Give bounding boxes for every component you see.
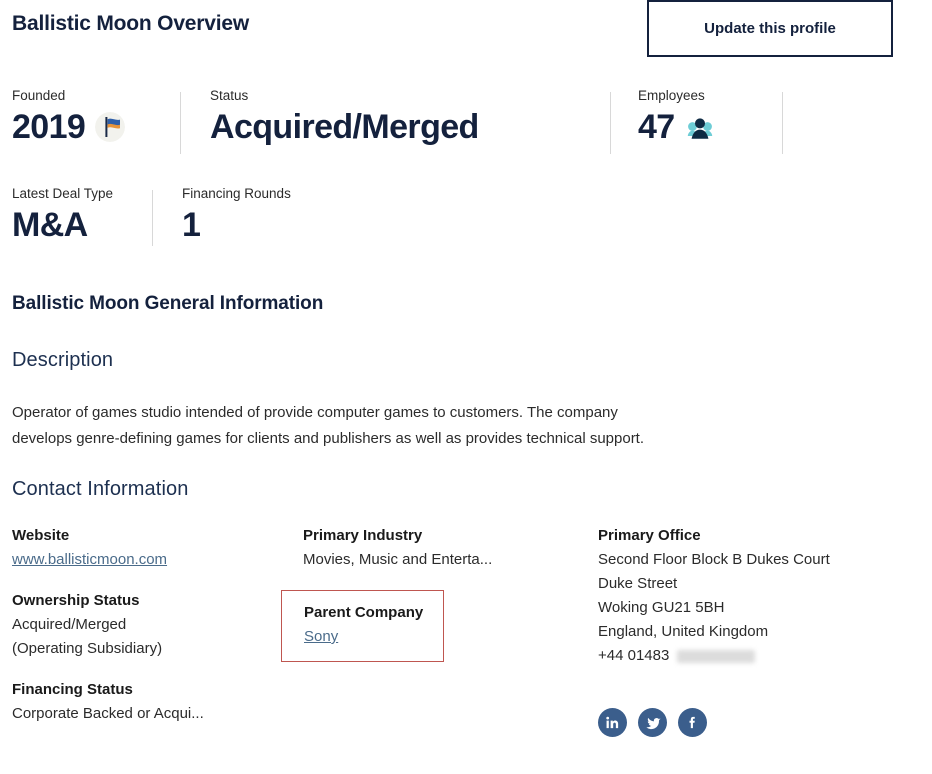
description-line-1: Operator of games studio intended of pro… bbox=[12, 404, 618, 421]
stat-divider bbox=[782, 92, 783, 154]
facebook-icon[interactable] bbox=[678, 708, 707, 737]
stat-founded: Founded 2019 bbox=[12, 88, 126, 148]
field-label: Primary Industry bbox=[303, 527, 423, 544]
flag-icon bbox=[95, 112, 126, 142]
update-this-profile-button[interactable]: Update this profile bbox=[647, 0, 893, 57]
stats-row-primary: Founded 2019 Status Acquired/Merged Empl… bbox=[0, 88, 932, 160]
phone-prefix: +44 01483 bbox=[598, 647, 670, 664]
stat-label: Financing Rounds bbox=[182, 186, 291, 201]
contact-column-3: Primary Office Second Floor Block B Duke… bbox=[598, 524, 908, 685]
field-label: Financing Status bbox=[12, 681, 133, 698]
stat-label: Founded bbox=[12, 88, 66, 103]
stat-value: 1 bbox=[182, 206, 201, 244]
stat-divider bbox=[610, 92, 611, 154]
twitter-icon[interactable] bbox=[638, 708, 667, 737]
field-value: Corporate Backed or Acqui... bbox=[12, 705, 204, 722]
stats-row-secondary: Latest Deal Type M&A Financing Rounds 1 bbox=[0, 186, 932, 252]
page-title: Ballistic Moon Overview bbox=[12, 12, 249, 35]
phone-redacted-block bbox=[676, 649, 755, 663]
stat-latest-deal-type: Latest Deal Type M&A bbox=[12, 186, 113, 246]
field-label: Website bbox=[12, 527, 70, 544]
field-value: England, United Kingdom bbox=[598, 623, 769, 640]
stat-value: M&A bbox=[12, 206, 88, 244]
field-phone: +44 01483 bbox=[598, 644, 908, 668]
field-label: Primary Office bbox=[598, 527, 701, 544]
field-ownership-status: Ownership Status Acquired/Merged (Operat… bbox=[12, 589, 282, 661]
field-value: Duke Street bbox=[598, 575, 678, 592]
general-information-title: Ballistic Moon General Information bbox=[12, 293, 324, 314]
field-value: Acquired/Merged bbox=[12, 616, 127, 633]
stat-value: 2019 bbox=[12, 108, 86, 146]
stat-divider bbox=[152, 190, 153, 246]
field-primary-industry: Primary Industry Movies, Music and Enter… bbox=[303, 524, 583, 572]
parent-company-link[interactable]: Sony bbox=[304, 628, 339, 645]
field-value: Woking GU21 5BH bbox=[598, 599, 725, 616]
description-heading: Description bbox=[12, 349, 114, 371]
field-label: Parent Company bbox=[304, 604, 424, 621]
stat-label: Latest Deal Type bbox=[12, 186, 114, 201]
employees-icon bbox=[684, 112, 715, 142]
field-website: Website www.ballisticmoon.com bbox=[12, 524, 282, 572]
stat-value: 47 bbox=[638, 108, 675, 146]
stat-status: Status Acquired/Merged bbox=[210, 88, 479, 148]
field-value: Movies, Music and Enterta... bbox=[303, 551, 493, 568]
field-primary-office: Primary Office Second Floor Block B Duke… bbox=[598, 524, 908, 668]
stat-financing-rounds: Financing Rounds 1 bbox=[182, 186, 291, 246]
facebook-glyph bbox=[689, 716, 695, 729]
linkedin-icon[interactable] bbox=[598, 708, 627, 737]
twitter-glyph bbox=[645, 717, 660, 729]
contact-column-1: Website www.ballisticmoon.com Ownership … bbox=[12, 524, 282, 743]
description-line-2: develops genre-defining games for client… bbox=[12, 430, 645, 447]
stat-value: Acquired/Merged bbox=[210, 108, 479, 146]
social-links bbox=[598, 708, 707, 737]
linkedin-glyph bbox=[606, 716, 619, 729]
stat-label: Employees bbox=[638, 88, 705, 103]
field-value: (Operating Subsidiary) bbox=[12, 640, 163, 657]
field-value: Second Floor Block B Dukes Court bbox=[598, 551, 830, 568]
field-label: Ownership Status bbox=[12, 592, 140, 609]
website-link[interactable]: www.ballisticmoon.com bbox=[12, 551, 168, 568]
stat-employees: Employees 47 bbox=[638, 88, 715, 148]
field-financing-status: Financing Status Corporate Backed or Acq… bbox=[12, 678, 282, 726]
contact-column-2: Primary Industry Movies, Music and Enter… bbox=[281, 524, 583, 662]
stat-label: Status bbox=[210, 88, 249, 103]
contact-information-heading: Contact Information bbox=[12, 478, 189, 500]
stat-divider bbox=[180, 92, 181, 154]
field-parent-company-highlighted[interactable]: Parent Company Sony bbox=[281, 590, 445, 662]
